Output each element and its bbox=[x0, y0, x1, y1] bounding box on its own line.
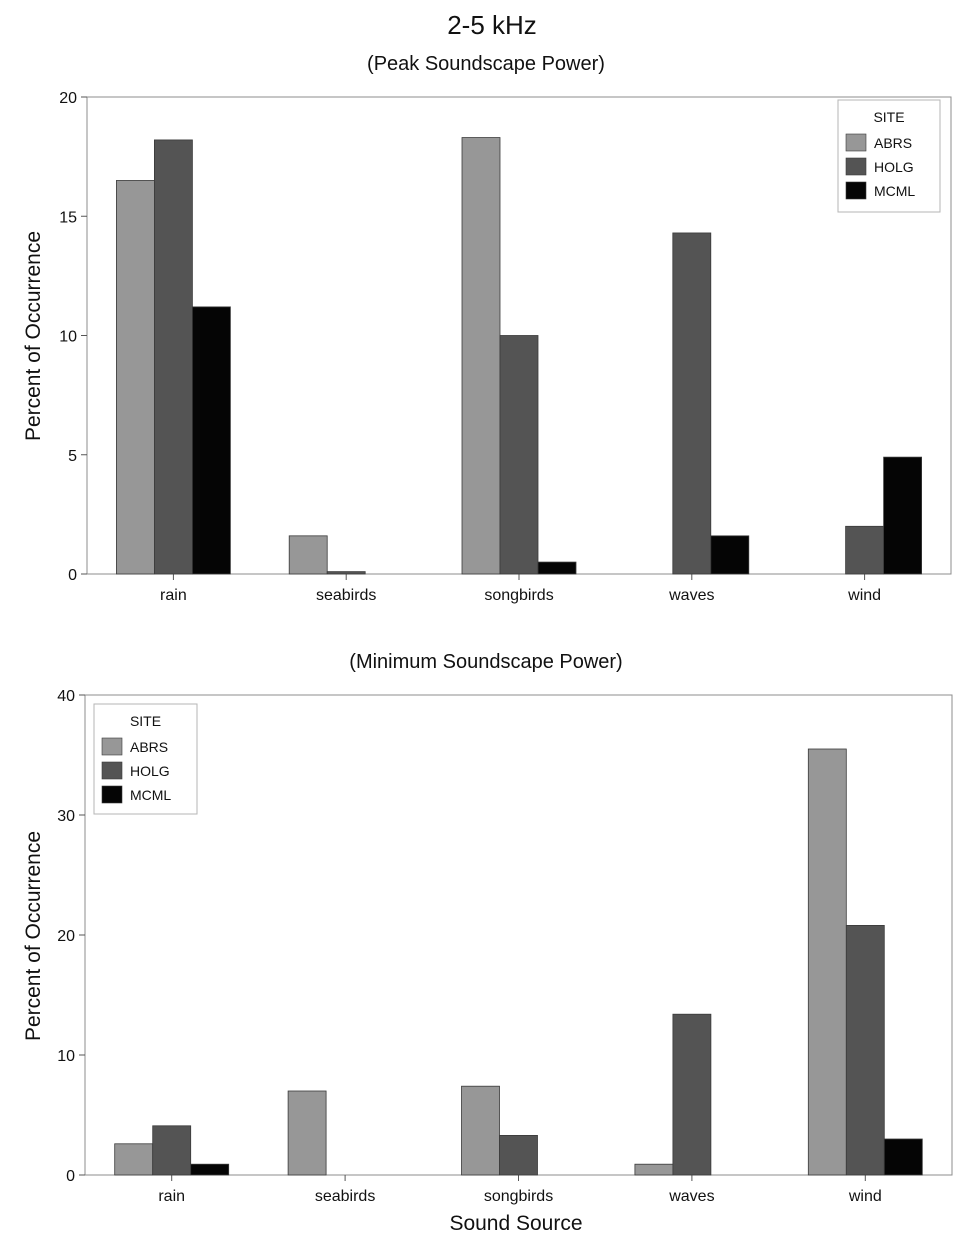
bar-holg-songbirds bbox=[499, 1135, 538, 1176]
legend-label-holg: HOLG bbox=[874, 159, 914, 175]
minimum-power-chart: (Minimum Soundscape Power) Percent of Oc… bbox=[22, 651, 953, 1235]
bar-holg-rain bbox=[153, 139, 193, 575]
bar-abrs-songbirds bbox=[461, 1085, 500, 1176]
chart-title: (Minimum Soundscape Power) bbox=[349, 651, 622, 673]
x-tick-label: wind bbox=[847, 587, 881, 604]
chart-title: (Peak Soundscape Power) bbox=[367, 53, 605, 75]
legend-label-abrs: ABRS bbox=[874, 135, 912, 151]
x-tick-label: seabirds bbox=[316, 587, 376, 604]
legend-box bbox=[93, 703, 198, 815]
x-tick-label: songbirds bbox=[484, 1188, 553, 1205]
bar-abrs-rain bbox=[116, 180, 155, 575]
x-tick-label: rain bbox=[158, 1188, 185, 1205]
bar-holg-wind bbox=[845, 525, 884, 575]
bar-mcml-rain bbox=[190, 1163, 230, 1176]
legend-swatch-abrs bbox=[845, 133, 867, 152]
legend-label-holg: HOLG bbox=[130, 763, 170, 779]
bar-mcml-wind bbox=[883, 1138, 923, 1176]
bar-holg-wind bbox=[845, 925, 885, 1176]
legend-swatch-mcml bbox=[101, 785, 123, 804]
x-tick-label: wind bbox=[848, 1188, 882, 1205]
legend-swatch-mcml bbox=[845, 181, 867, 200]
x-tick-label: waves bbox=[668, 1188, 714, 1205]
y-axis-title: Percent of Occurrence bbox=[22, 831, 45, 1041]
legend-label-mcml: MCML bbox=[874, 183, 915, 199]
legend-swatch-abrs bbox=[101, 737, 123, 756]
legend-swatch-holg bbox=[845, 157, 867, 176]
legend: SITE ABRS HOLG MCML bbox=[837, 99, 941, 213]
y-axis-title: Percent of Occurrence bbox=[22, 231, 45, 441]
y-tick-label: 20 bbox=[57, 928, 75, 945]
x-axis-title: Sound Source bbox=[449, 1212, 582, 1235]
bar-mcml-waves bbox=[710, 535, 750, 575]
legend-title: SITE bbox=[873, 109, 904, 125]
y-tick-label: 15 bbox=[59, 209, 77, 226]
bar-abrs-songbirds bbox=[461, 137, 501, 575]
x-tick-label: songbirds bbox=[484, 587, 553, 604]
x-tick-label: seabirds bbox=[315, 1188, 375, 1205]
y-tick-label: 10 bbox=[59, 329, 77, 346]
bar-abrs-waves bbox=[634, 1163, 674, 1176]
legend-label-abrs: ABRS bbox=[130, 739, 168, 755]
legend-swatch-holg bbox=[101, 761, 123, 780]
bar-abrs-seabirds bbox=[288, 535, 328, 575]
bar-holg-songbirds bbox=[499, 335, 539, 575]
x-tick-label: waves bbox=[668, 587, 714, 604]
bar-mcml-songbirds bbox=[537, 561, 577, 575]
x-tick-label: rain bbox=[160, 587, 187, 604]
bar-mcml-wind bbox=[883, 456, 922, 575]
bar-holg-seabirds bbox=[326, 571, 366, 575]
bar-abrs-wind bbox=[807, 748, 847, 1176]
y-tick-label: 20 bbox=[59, 90, 77, 107]
peak-power-chart: (Peak Soundscape Power) Percent of Occur… bbox=[22, 53, 952, 604]
bar-holg-waves bbox=[672, 1013, 712, 1176]
bar-mcml-rain bbox=[191, 306, 231, 575]
y-tick-label: 30 bbox=[57, 808, 75, 825]
legend-label-mcml: MCML bbox=[130, 787, 171, 803]
bar-abrs-seabirds bbox=[287, 1090, 327, 1176]
y-tick-label: 5 bbox=[68, 448, 77, 465]
y-tick-label: 40 bbox=[57, 688, 75, 705]
legend-title: SITE bbox=[130, 713, 161, 729]
y-tick-label: 10 bbox=[57, 1048, 75, 1065]
figure-title: 2-5 kHz bbox=[447, 10, 537, 40]
bar-abrs-rain bbox=[114, 1143, 154, 1176]
y-tick-label: 0 bbox=[66, 1168, 75, 1185]
bar-holg-rain bbox=[152, 1125, 192, 1176]
legend: SITE ABRS HOLG MCML bbox=[93, 703, 198, 815]
bar-holg-waves bbox=[672, 232, 712, 575]
y-tick-label: 0 bbox=[68, 567, 77, 584]
